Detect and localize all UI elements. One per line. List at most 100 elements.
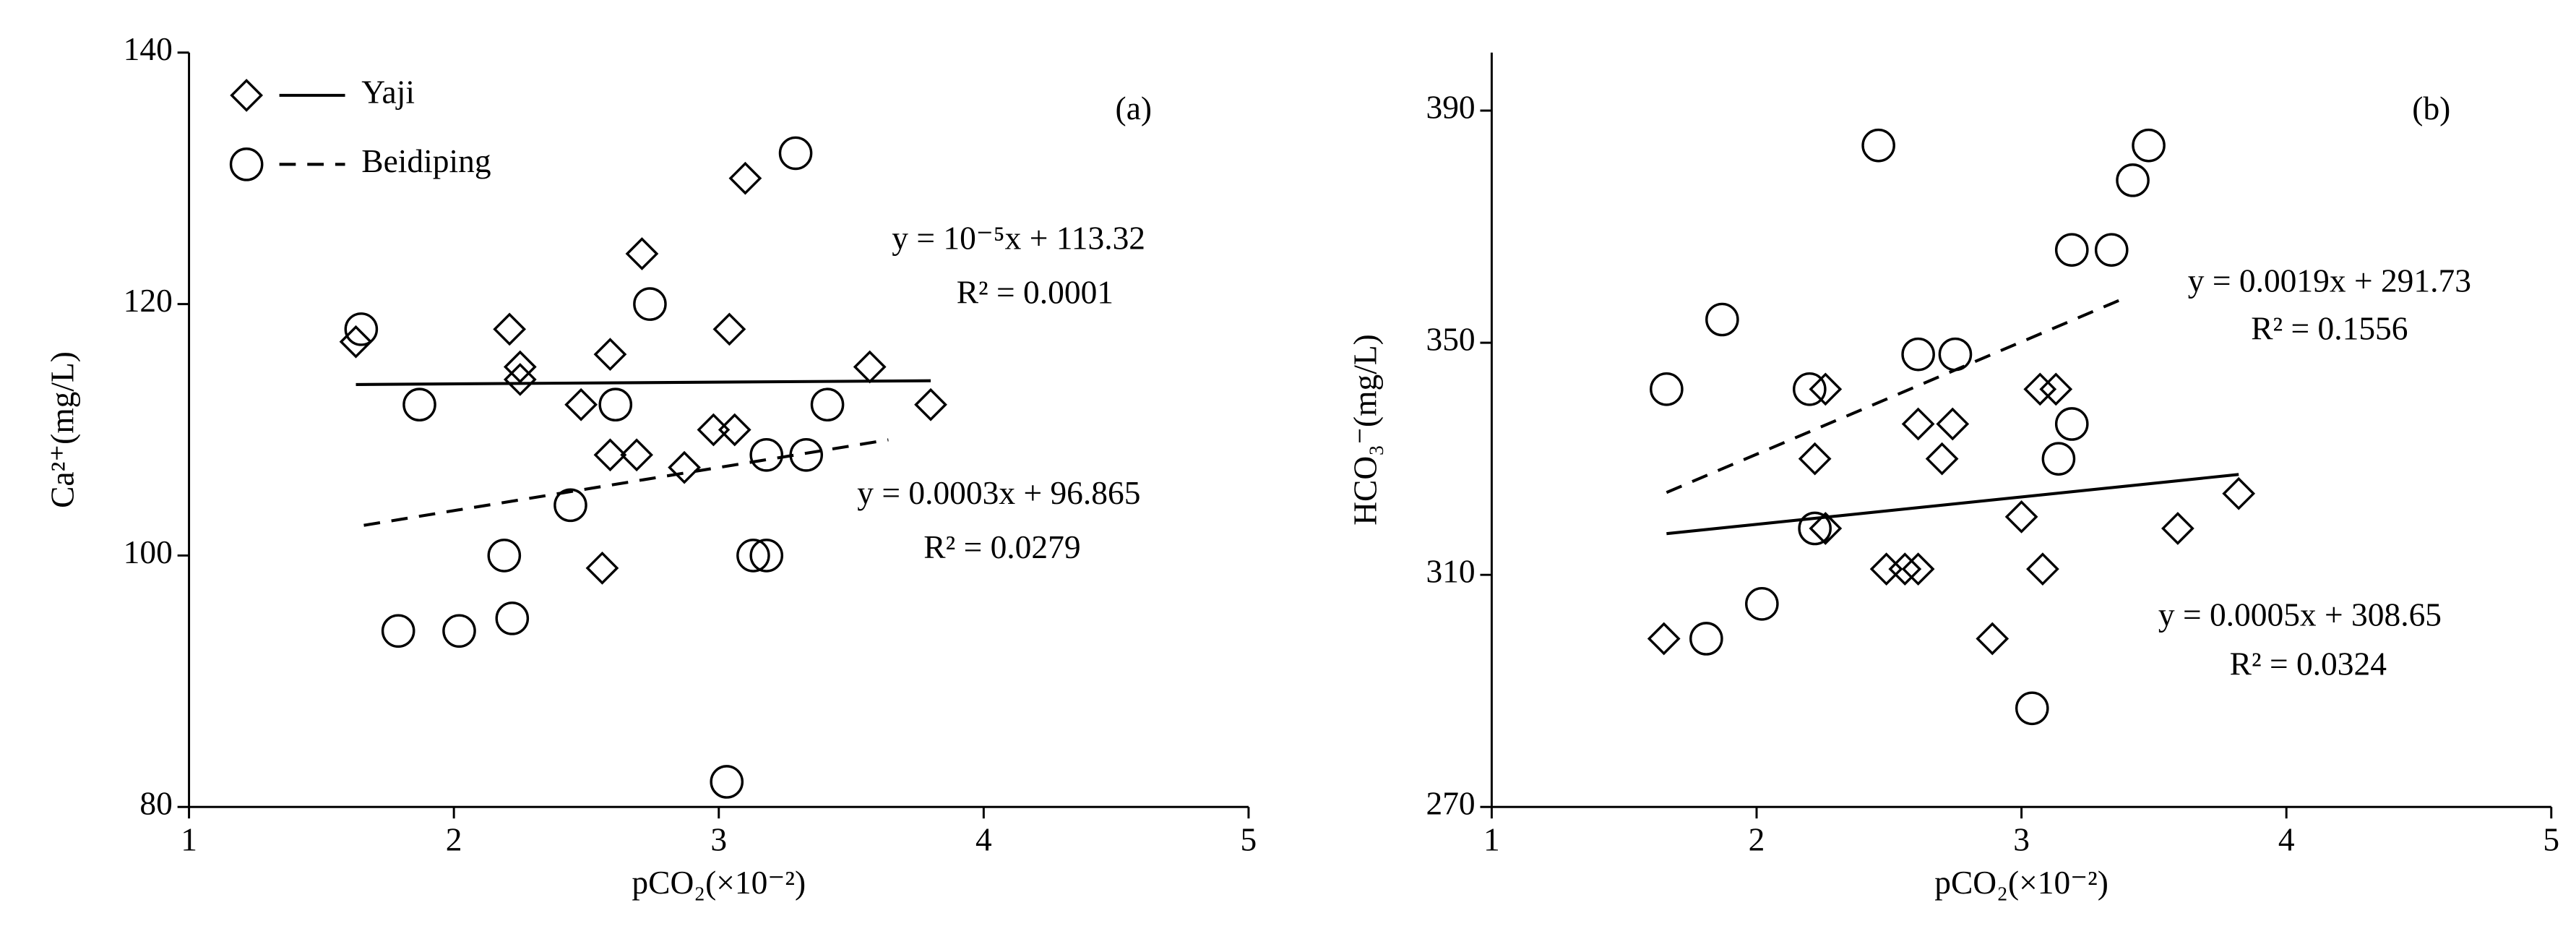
fit-equation: y = 10⁻⁵x + 113.32 [892,220,1145,257]
x-tick-label: 2 [1749,821,1765,858]
data-point [593,338,627,372]
data-point [1647,622,1681,656]
data-point [1809,372,1843,406]
data-point [736,539,770,573]
data-point [503,350,537,384]
data-point [668,450,701,484]
data-point [339,325,373,359]
data-point [712,312,746,346]
fit-r-squared: R² = 0.1556 [2251,310,2408,347]
data-point [728,161,762,195]
data-point [1798,442,1832,476]
data-point [2041,442,2076,476]
y-tick-label: 140 [124,30,173,67]
legend-label: Yaji [361,73,415,110]
y-axis-title: Ca²⁺(mg/L) [43,351,80,508]
data-point [1705,302,1739,337]
trend-line [356,379,931,386]
data-point [1650,372,1684,406]
data-point [564,387,598,421]
fit-r-squared: R² = 0.0324 [2230,645,2387,682]
fit-r-squared: R² = 0.0279 [923,528,1080,565]
data-point [1689,622,1723,656]
data-point [1809,512,1843,545]
data-point [402,387,436,422]
data-point [697,413,731,447]
data-point [2094,233,2129,267]
trend-line [363,438,889,527]
data-point [2026,552,2059,586]
data-point [853,350,887,384]
data-point [718,413,751,447]
x-tick-label: 5 [1241,821,1257,858]
data-point [1798,511,1832,546]
data-point [1745,587,1779,621]
legend-marker [229,147,264,181]
data-point [1938,337,1973,372]
data-point [1888,552,1922,586]
data-point [2132,128,2166,163]
data-point [633,287,667,321]
data-point [749,539,784,573]
data-point [2039,372,2073,406]
legend-marker [230,78,264,112]
data-point [749,437,784,472]
data-point [810,387,845,422]
fit-equation: y = 0.0019x + 291.73 [2188,262,2471,299]
data-point [2222,476,2256,510]
data-point [2023,372,2057,406]
data-point [381,614,415,648]
legend-label: Beidiping [361,142,491,179]
panel-label: (a) [1116,90,1152,127]
data-point [625,237,659,270]
data-point [2116,163,2150,197]
x-tick-label: 1 [181,821,197,858]
x-axis-title: pCO₂(×10⁻²) [1934,864,2108,901]
y-tick-label: 310 [1426,553,1475,590]
y-tick-label: 350 [1426,321,1475,358]
data-point [585,551,619,585]
data-point [553,488,587,523]
data-point [710,765,744,799]
data-point [2161,512,2194,545]
data-point [495,601,530,635]
data-point [914,387,947,421]
x-tick-label: 1 [1483,821,1500,858]
data-point [620,438,653,472]
data-point [778,136,813,171]
x-tick-label: 3 [710,821,727,858]
data-point [1901,337,1935,372]
data-point [2054,407,2089,441]
y-tick-label: 100 [124,534,173,570]
data-point [1936,407,1970,441]
x-tick-label: 2 [446,821,462,858]
x-tick-label: 4 [975,821,992,858]
data-point [598,387,633,422]
x-axis-title: pCO₂(×10⁻²) [632,864,806,901]
x-tick-label: 4 [2278,821,2295,858]
data-point [593,438,627,472]
data-point [503,363,537,396]
panel-label: (b) [2412,90,2450,127]
data-point [2004,500,2038,534]
data-point [2015,691,2049,726]
data-point [1793,372,1827,406]
x-tick-label: 3 [2013,821,2030,858]
axis-lines [1490,52,2551,808]
data-point [487,539,522,573]
data-point [1861,128,1895,163]
trend-line [1666,473,2239,536]
y-tick-label: 80 [139,785,172,822]
data-point [789,437,824,472]
fit-r-squared: R² = 0.0001 [957,274,1113,311]
y-tick-label: 390 [1426,88,1475,125]
fit-equation: y = 0.0005x + 308.65 [2158,596,2442,633]
x-tick-label: 5 [2543,821,2559,858]
y-tick-label: 270 [1426,785,1475,822]
data-point [344,312,379,346]
y-tick-label: 120 [124,282,173,319]
fit-equation: y = 0.0003x + 96.865 [857,474,1140,511]
data-point [493,312,527,346]
